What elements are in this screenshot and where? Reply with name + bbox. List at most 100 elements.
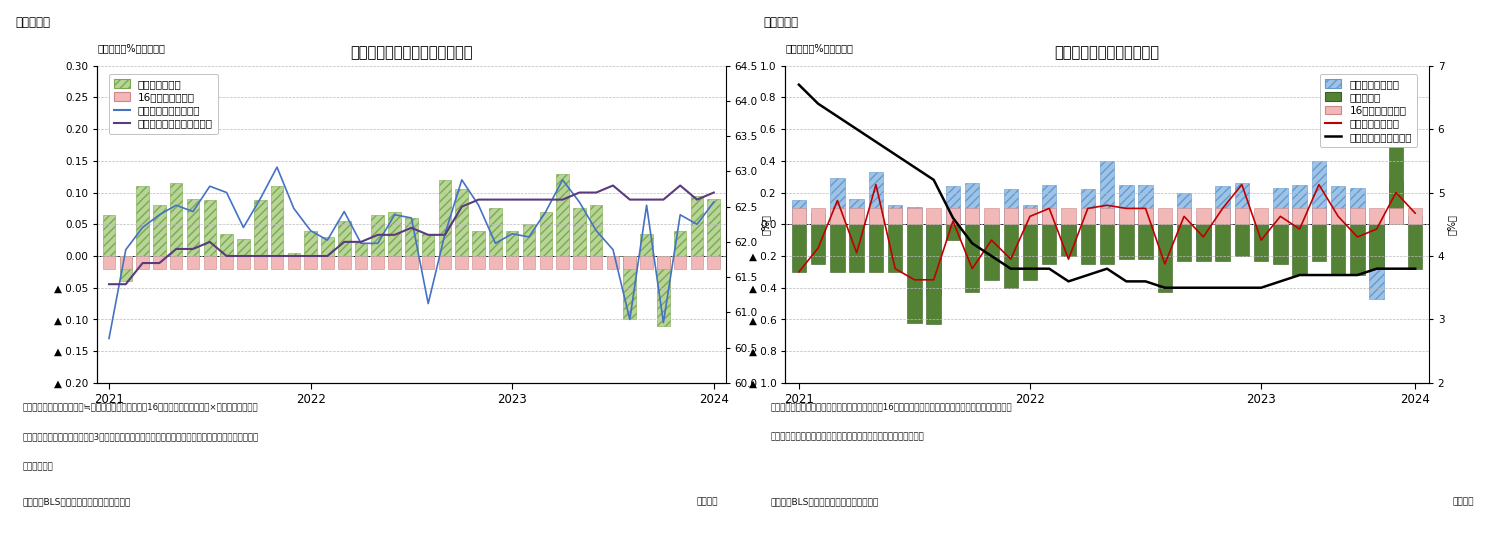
Bar <box>945 186 960 224</box>
Bar <box>926 224 941 324</box>
Bar <box>1312 161 1325 224</box>
Bar <box>1312 224 1325 261</box>
Bar <box>907 207 922 224</box>
Bar <box>889 205 902 224</box>
Bar <box>691 256 703 269</box>
Bar <box>869 208 883 224</box>
Bar <box>691 196 703 256</box>
Bar <box>254 256 266 269</box>
Bar <box>405 256 417 269</box>
Bar <box>389 212 401 256</box>
Bar <box>657 256 670 269</box>
Bar <box>405 218 417 256</box>
Bar <box>926 208 941 224</box>
Bar <box>1351 224 1364 275</box>
Bar <box>1215 186 1230 224</box>
Bar <box>1061 224 1076 256</box>
Bar <box>389 256 401 269</box>
Bar <box>103 215 115 256</box>
Bar <box>355 243 368 256</box>
Bar <box>120 256 132 269</box>
Text: （前月差、%ポイント）: （前月差、%ポイント） <box>785 43 853 53</box>
Bar <box>473 256 485 269</box>
Bar <box>522 256 536 269</box>
Bar <box>708 256 720 269</box>
Text: （資料）BLSよりニッセイ基礎研究所作成: （資料）BLSよりニッセイ基礎研究所作成 <box>22 498 130 507</box>
Bar <box>236 256 250 269</box>
Bar <box>322 237 334 256</box>
Bar <box>171 256 183 269</box>
Bar <box>1331 224 1345 275</box>
Bar <box>171 183 183 256</box>
Bar <box>984 208 999 224</box>
Bar <box>1100 224 1115 264</box>
Bar <box>153 256 166 269</box>
Bar <box>869 224 883 272</box>
Bar <box>1004 208 1017 224</box>
Bar <box>811 208 826 224</box>
Bar <box>236 239 250 256</box>
Bar <box>926 224 941 295</box>
Bar <box>322 256 334 269</box>
Bar <box>1061 208 1076 224</box>
Text: グラフの前月差データは後方3カ月移動平均。また、年次ごとに人口推計が変更になっているため、: グラフの前月差データは後方3カ月移動平均。また、年次ごとに人口推計が変更になって… <box>22 432 259 441</box>
Text: また、年次ごとに人口推計が変更になっているため、断層を調整: また、年次ごとに人口推計が変更になっているため、断層を調整 <box>770 432 925 441</box>
Bar <box>271 256 283 269</box>
Bar <box>1388 208 1403 224</box>
Bar <box>1293 224 1308 275</box>
Bar <box>984 224 999 247</box>
Bar <box>287 256 301 269</box>
Bar <box>1293 208 1308 224</box>
Bar <box>791 224 806 272</box>
Text: （注）労働参加率の前月差≒（労働力人口の伸び率－16才以上人口の伸び率）×前月の労働参加率: （注）労働参加率の前月差≒（労働力人口の伸び率－16才以上人口の伸び率）×前月の… <box>22 402 259 411</box>
Bar <box>1080 189 1095 224</box>
Bar <box>830 178 845 224</box>
Bar <box>1138 208 1153 224</box>
Text: （月次）: （月次） <box>697 498 718 507</box>
Bar <box>338 221 350 256</box>
Bar <box>1023 208 1037 224</box>
Bar <box>1061 224 1076 240</box>
Bar <box>220 256 233 269</box>
Bar <box>557 256 568 269</box>
Bar <box>640 234 652 256</box>
Bar <box>965 208 980 224</box>
Bar <box>1331 208 1345 224</box>
Bar <box>811 213 826 224</box>
Bar <box>1080 208 1095 224</box>
Bar <box>438 180 452 256</box>
Bar <box>1119 208 1134 224</box>
Bar <box>945 208 960 224</box>
Bar <box>907 224 922 323</box>
Bar <box>573 208 586 256</box>
Bar <box>1158 224 1171 243</box>
Bar <box>489 256 501 269</box>
Bar <box>120 256 132 281</box>
Bar <box>1158 208 1171 224</box>
Bar <box>1215 224 1230 261</box>
Bar <box>1273 208 1288 224</box>
Bar <box>965 224 980 293</box>
Bar <box>1023 205 1037 224</box>
Bar <box>371 215 384 256</box>
Bar <box>506 256 519 269</box>
Bar <box>1100 208 1115 224</box>
Bar <box>1331 186 1345 224</box>
Bar <box>791 208 806 224</box>
Bar <box>136 256 150 269</box>
Bar <box>1254 224 1269 231</box>
Bar <box>830 224 845 272</box>
Bar <box>1043 184 1056 224</box>
Bar <box>673 256 687 269</box>
Bar <box>136 186 150 256</box>
Bar <box>103 256 115 269</box>
Y-axis label: （%）: （%） <box>1447 214 1457 235</box>
Bar <box>153 205 166 256</box>
Bar <box>1043 208 1056 224</box>
Bar <box>1138 224 1153 259</box>
Bar <box>1254 224 1269 261</box>
Title: 労働参加率の変化（要因分解）: 労働参加率の変化（要因分解） <box>350 45 473 60</box>
Bar <box>607 256 619 269</box>
Bar <box>1215 208 1230 224</box>
Text: （前月差、%ポイント）: （前月差、%ポイント） <box>97 43 165 53</box>
